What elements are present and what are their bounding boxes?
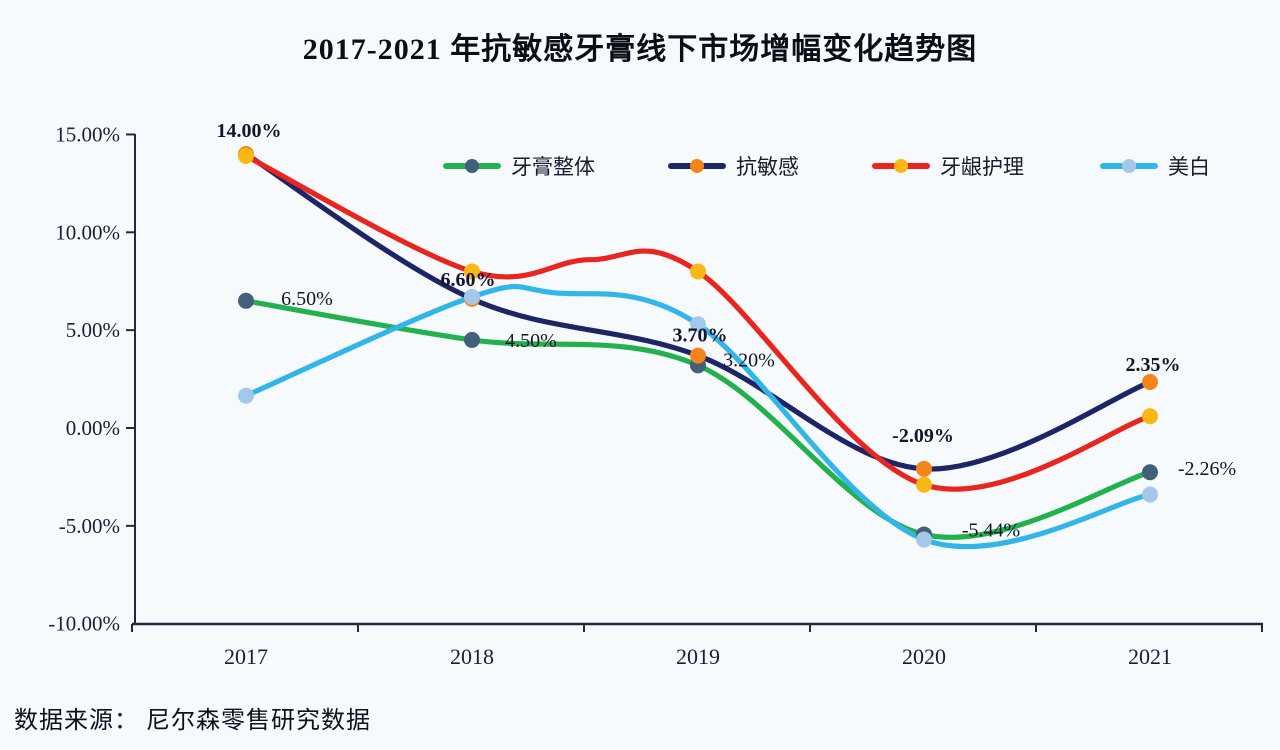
data-point-anti-sensitivity-2021 bbox=[1142, 374, 1158, 391]
x-tick-label: 2018 bbox=[450, 644, 494, 669]
legend-swatch-icon bbox=[668, 150, 726, 182]
data-point-gum-care-2020 bbox=[916, 476, 932, 493]
y-tick-label: 10.00% bbox=[55, 220, 120, 244]
y-tick-label: -10.00% bbox=[48, 612, 120, 636]
legend-swatch-icon bbox=[1100, 150, 1158, 182]
legend-item-whitening: 美白 bbox=[1100, 150, 1210, 182]
series-line-anti-sensitivity bbox=[243, 151, 1153, 472]
data-point-whitening-2017 bbox=[238, 387, 254, 404]
data-label-anti-sensitivity-2019: 3.70% bbox=[673, 325, 728, 347]
x-tick-label: 2019 bbox=[676, 644, 720, 669]
data-label-anti-sensitivity-2018: 6.60% bbox=[441, 269, 496, 291]
legend: 牙膏整体 抗敏感 牙龈护理 美白 bbox=[0, 150, 1280, 182]
data-point-gum-care-2017 bbox=[238, 147, 254, 164]
data-point-overall-toothpaste-2017 bbox=[238, 292, 254, 309]
data-label-overall-toothpaste-2021: -2.26% bbox=[1178, 458, 1236, 480]
data-label-overall-toothpaste-2019: 3.20% bbox=[723, 349, 775, 371]
data-label-anti-sensitivity-2020: -2.09% bbox=[892, 425, 954, 447]
chart-title: 2017-2021 年抗敏感牙膏线下市场增幅变化趋势图 bbox=[302, 33, 978, 66]
x-tick-label: 2021 bbox=[1128, 644, 1172, 669]
data-point-whitening-2020 bbox=[916, 531, 932, 548]
legend-label: 抗敏感 bbox=[736, 155, 799, 179]
data-point-whitening-2021 bbox=[1142, 486, 1158, 503]
legend-item-anti-sensitivity: 抗敏感 bbox=[668, 150, 799, 182]
data-point-gum-care-2021 bbox=[1142, 408, 1158, 425]
y-tick-label: 15.00% bbox=[55, 122, 120, 146]
legend-item-gum-care: 牙龈护理 bbox=[872, 150, 1024, 182]
data-label-overall-toothpaste-2020: -5.44% bbox=[962, 519, 1020, 541]
data-point-gum-care-2019 bbox=[690, 263, 706, 280]
y-tick-label: 5.00% bbox=[66, 318, 120, 342]
data-label-overall-toothpaste-2018: 4.50% bbox=[505, 330, 557, 352]
data-label-anti-sensitivity-2021: 2.35% bbox=[1126, 354, 1181, 376]
legend-label: 牙膏整体 bbox=[511, 155, 595, 179]
data-point-overall-toothpaste-2018 bbox=[464, 331, 480, 348]
series-line-gum-care bbox=[243, 153, 1153, 492]
legend-swatch-icon bbox=[443, 150, 501, 182]
x-tick-label: 2017 bbox=[224, 644, 268, 669]
data-point-anti-sensitivity-2019 bbox=[690, 347, 706, 364]
x-tick-label: 2020 bbox=[902, 644, 946, 669]
data-point-whitening-2019 bbox=[690, 316, 706, 333]
data-label-overall-toothpaste-2017: 6.50% bbox=[281, 288, 333, 310]
legend-label: 美白 bbox=[1168, 155, 1210, 179]
data-label-anti-sensitivity-2017: 14.00% bbox=[217, 120, 282, 142]
data-point-anti-sensitivity-2020 bbox=[916, 460, 932, 477]
series-line-whitening bbox=[243, 283, 1153, 550]
data-point-gum-care-2018 bbox=[464, 263, 480, 280]
legend-swatch-icon bbox=[872, 150, 930, 182]
legend-label: 牙龈护理 bbox=[940, 155, 1024, 179]
legend-item-overall-toothpaste: 牙膏整体 bbox=[443, 150, 595, 182]
data-source-note: 数据来源： 尼尔森零售研究数据 bbox=[14, 708, 371, 734]
data-point-overall-toothpaste-2021 bbox=[1142, 464, 1158, 481]
y-tick-label: -5.00% bbox=[59, 514, 120, 538]
data-point-whitening-2018 bbox=[464, 288, 480, 305]
y-tick-label: 0.00% bbox=[66, 416, 120, 440]
